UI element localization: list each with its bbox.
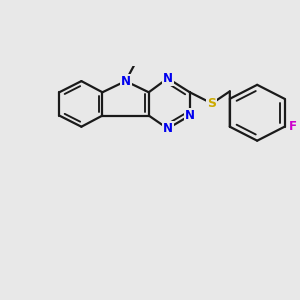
Text: F: F [289,120,297,133]
Text: S: S [207,97,216,110]
Text: N: N [163,72,173,85]
Text: N: N [163,122,173,135]
Text: N: N [121,75,130,88]
Text: N: N [185,109,195,122]
